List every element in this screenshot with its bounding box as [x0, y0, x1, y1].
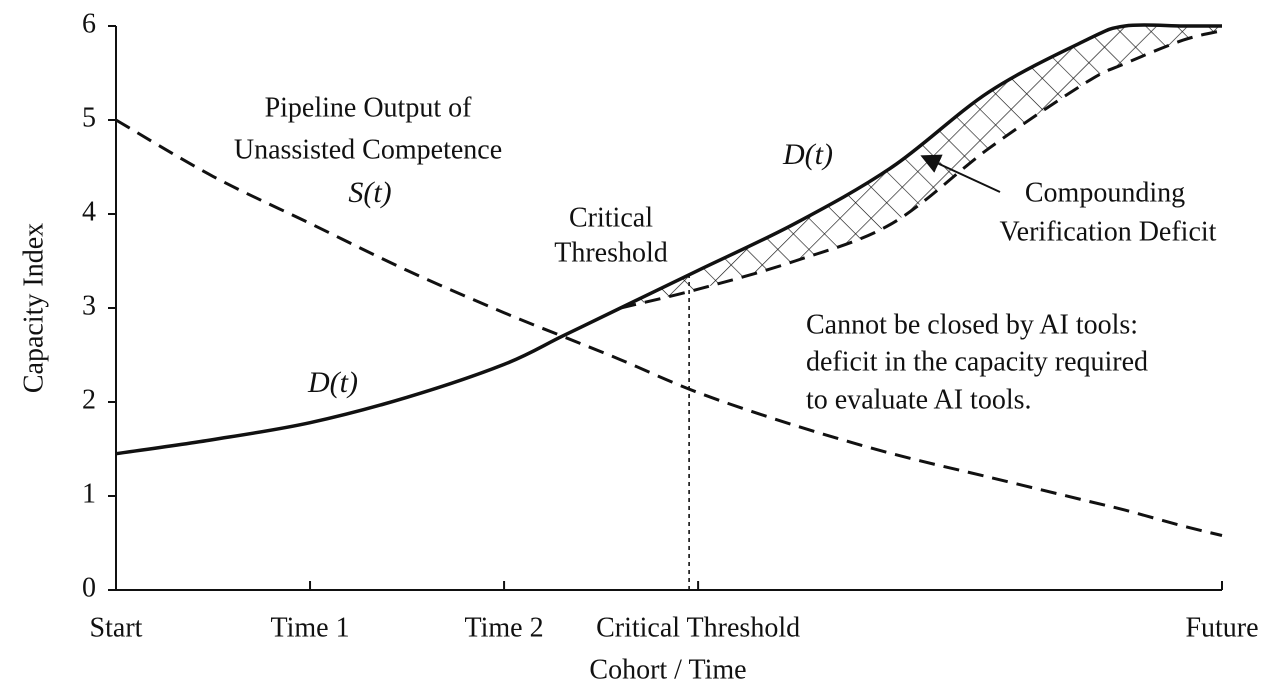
annotation: Pipeline Output of — [265, 92, 473, 123]
annotation: deficit in the capacity required — [806, 346, 1148, 377]
x-tick-label: Time 1 — [270, 612, 349, 643]
y-tick-label: 6 — [82, 8, 96, 39]
y-tick-label: 4 — [82, 196, 96, 227]
y-tick-label: 2 — [82, 384, 96, 415]
x-tick-label: Start — [90, 612, 143, 643]
annotation: to evaluate AI tools. — [806, 384, 1032, 415]
annotation: Critical — [569, 202, 653, 233]
annotation: S(t) — [348, 176, 391, 209]
annotation: Cannot be closed by AI tools: — [806, 309, 1138, 340]
x-tick-label: Time 2 — [465, 612, 544, 643]
annotation: Compounding — [1025, 177, 1185, 208]
y-tick-label: 5 — [82, 102, 96, 133]
y-axis-title: Capacity Index — [18, 223, 49, 393]
x-axis-title: Cohort / Time — [589, 654, 746, 685]
x-tick-label: Future — [1185, 612, 1258, 643]
annotation-arrow — [920, 154, 1001, 193]
y-tick-label: 1 — [82, 478, 96, 509]
annotation: D(t) — [307, 366, 358, 399]
series-line — [620, 29, 1223, 310]
x-tick-label: Critical Threshold — [596, 612, 800, 643]
annotation: Verification Deficit — [1000, 216, 1217, 247]
y-tick-label: 3 — [82, 290, 96, 321]
annotation: Unassisted Competence — [234, 134, 502, 165]
annotation: Threshold — [554, 237, 668, 268]
y-tick-label: 0 — [82, 572, 96, 603]
annotation: D(t) — [782, 138, 833, 171]
series-line — [115, 23, 1222, 456]
